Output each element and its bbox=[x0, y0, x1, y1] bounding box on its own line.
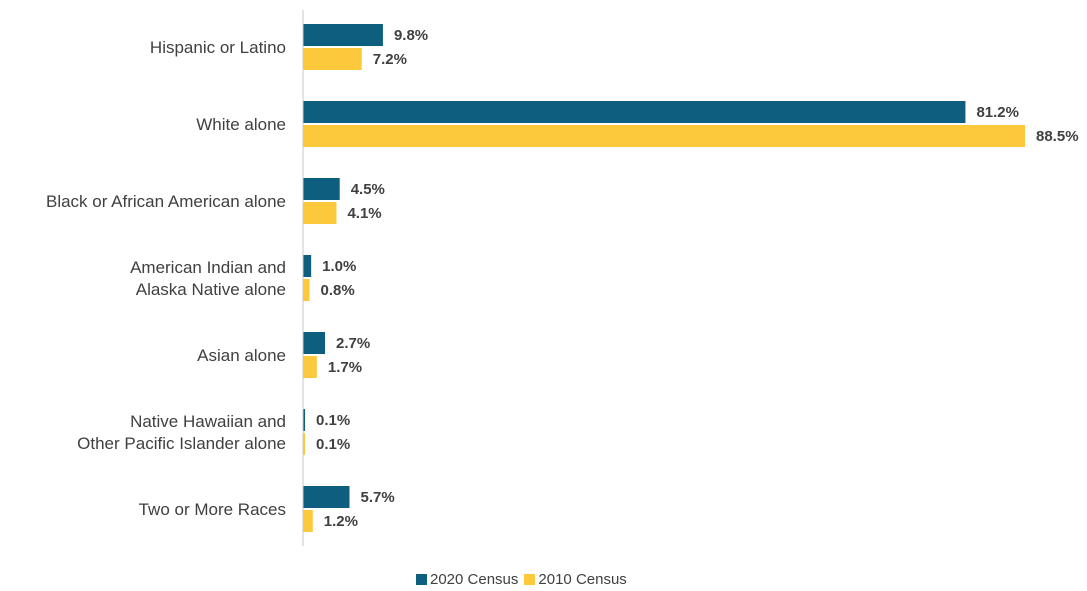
value-label-2010-1: 88.5% bbox=[1036, 128, 1079, 145]
value-label-2010-0: 7.2% bbox=[373, 51, 407, 68]
value-label-2020-4: 2.7% bbox=[336, 335, 370, 352]
category-label-6: Two or More Races bbox=[139, 500, 286, 519]
value-label-2020-3: 1.0% bbox=[322, 258, 356, 275]
category-label-4: Asian alone bbox=[197, 346, 286, 365]
bar-2010-4 bbox=[303, 356, 317, 378]
bar-2020-2 bbox=[303, 178, 340, 200]
legend-item-2020: 2020 Census bbox=[416, 571, 518, 588]
value-label-2010-5: 0.1% bbox=[316, 436, 350, 453]
legend: 2020 Census 2010 Census bbox=[416, 571, 633, 588]
legend-swatch-2020 bbox=[416, 574, 427, 585]
category-label-5: Native Hawaiian and Other Pacific Islande… bbox=[77, 412, 286, 453]
legend-label-2010: 2010 Census bbox=[538, 571, 626, 588]
bar-2020-6 bbox=[303, 486, 350, 508]
value-label-2020-1: 81.2% bbox=[976, 104, 1019, 121]
bar-2010-2 bbox=[303, 202, 336, 224]
bar-2010-3 bbox=[303, 279, 310, 301]
bar-2020-4 bbox=[303, 332, 325, 354]
bar-2020-0 bbox=[303, 24, 383, 46]
category-label-0: Hispanic or Latino bbox=[150, 38, 286, 57]
value-label-2010-4: 1.7% bbox=[328, 359, 362, 376]
bar-marks bbox=[303, 24, 1025, 532]
bar-2020-1 bbox=[303, 101, 965, 123]
value-label-2010-2: 4.1% bbox=[347, 205, 381, 222]
bar-2010-0 bbox=[303, 48, 362, 70]
value-label-2010-6: 1.2% bbox=[324, 513, 358, 530]
category-labels: Hispanic or Latino White alone Black or Af… bbox=[46, 38, 286, 519]
legend-item-2010: 2010 Census bbox=[524, 571, 626, 588]
bar-2010-6 bbox=[303, 510, 313, 532]
bar-2020-3 bbox=[303, 255, 311, 277]
category-label-2: Black or African American alone bbox=[46, 192, 286, 211]
value-label-2010-3: 0.8% bbox=[321, 282, 355, 299]
value-label-2020-0: 9.8% bbox=[394, 27, 428, 44]
bar-2010-1 bbox=[303, 125, 1025, 147]
value-label-2020-2: 4.5% bbox=[351, 181, 385, 198]
category-label-1: White alone bbox=[196, 115, 286, 134]
value-label-2020-5: 0.1% bbox=[316, 412, 350, 429]
category-label-3: American Indian and Alaska Native alone bbox=[130, 258, 286, 299]
legend-swatch-2010 bbox=[524, 574, 535, 585]
legend-label-2020: 2020 Census bbox=[430, 571, 518, 588]
value-label-2020-6: 5.7% bbox=[361, 489, 395, 506]
